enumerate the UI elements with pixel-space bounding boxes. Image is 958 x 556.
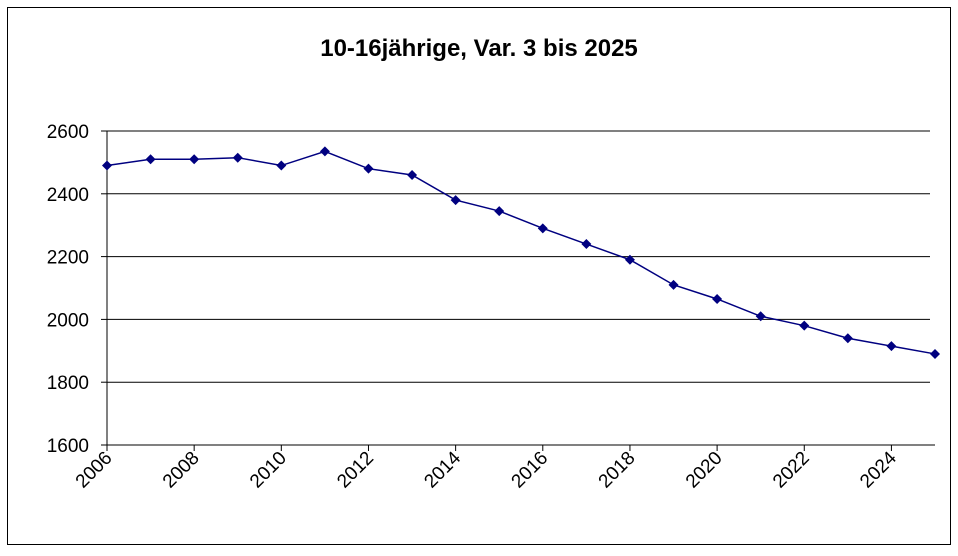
marker xyxy=(842,333,853,344)
marker xyxy=(319,146,330,157)
y-tick-label: 2600 xyxy=(47,122,89,143)
y-tick-label: 1600 xyxy=(47,436,89,457)
chart-title: 10-16jährige, Var. 3 bis 2025 xyxy=(320,35,638,62)
marker xyxy=(363,163,374,174)
marker xyxy=(276,160,287,171)
marker xyxy=(537,223,548,234)
marker xyxy=(494,206,505,217)
marker xyxy=(886,341,897,352)
marker xyxy=(712,293,723,304)
chart-border xyxy=(7,7,951,545)
y-tick-label: 2400 xyxy=(47,185,89,206)
y-tick-label: 2000 xyxy=(47,310,89,331)
marker xyxy=(102,160,112,171)
marker xyxy=(145,154,156,165)
marker xyxy=(755,311,766,322)
line xyxy=(106,150,936,355)
marker xyxy=(232,152,243,163)
marker xyxy=(668,279,679,290)
marker xyxy=(930,348,940,359)
marker xyxy=(799,320,810,331)
marker xyxy=(407,169,418,180)
marker xyxy=(624,254,635,265)
marker xyxy=(189,154,200,165)
y-tick-label: 1800 xyxy=(47,373,89,394)
marker xyxy=(450,195,461,206)
y-tick-label: 2200 xyxy=(47,248,89,269)
marker xyxy=(581,239,592,250)
